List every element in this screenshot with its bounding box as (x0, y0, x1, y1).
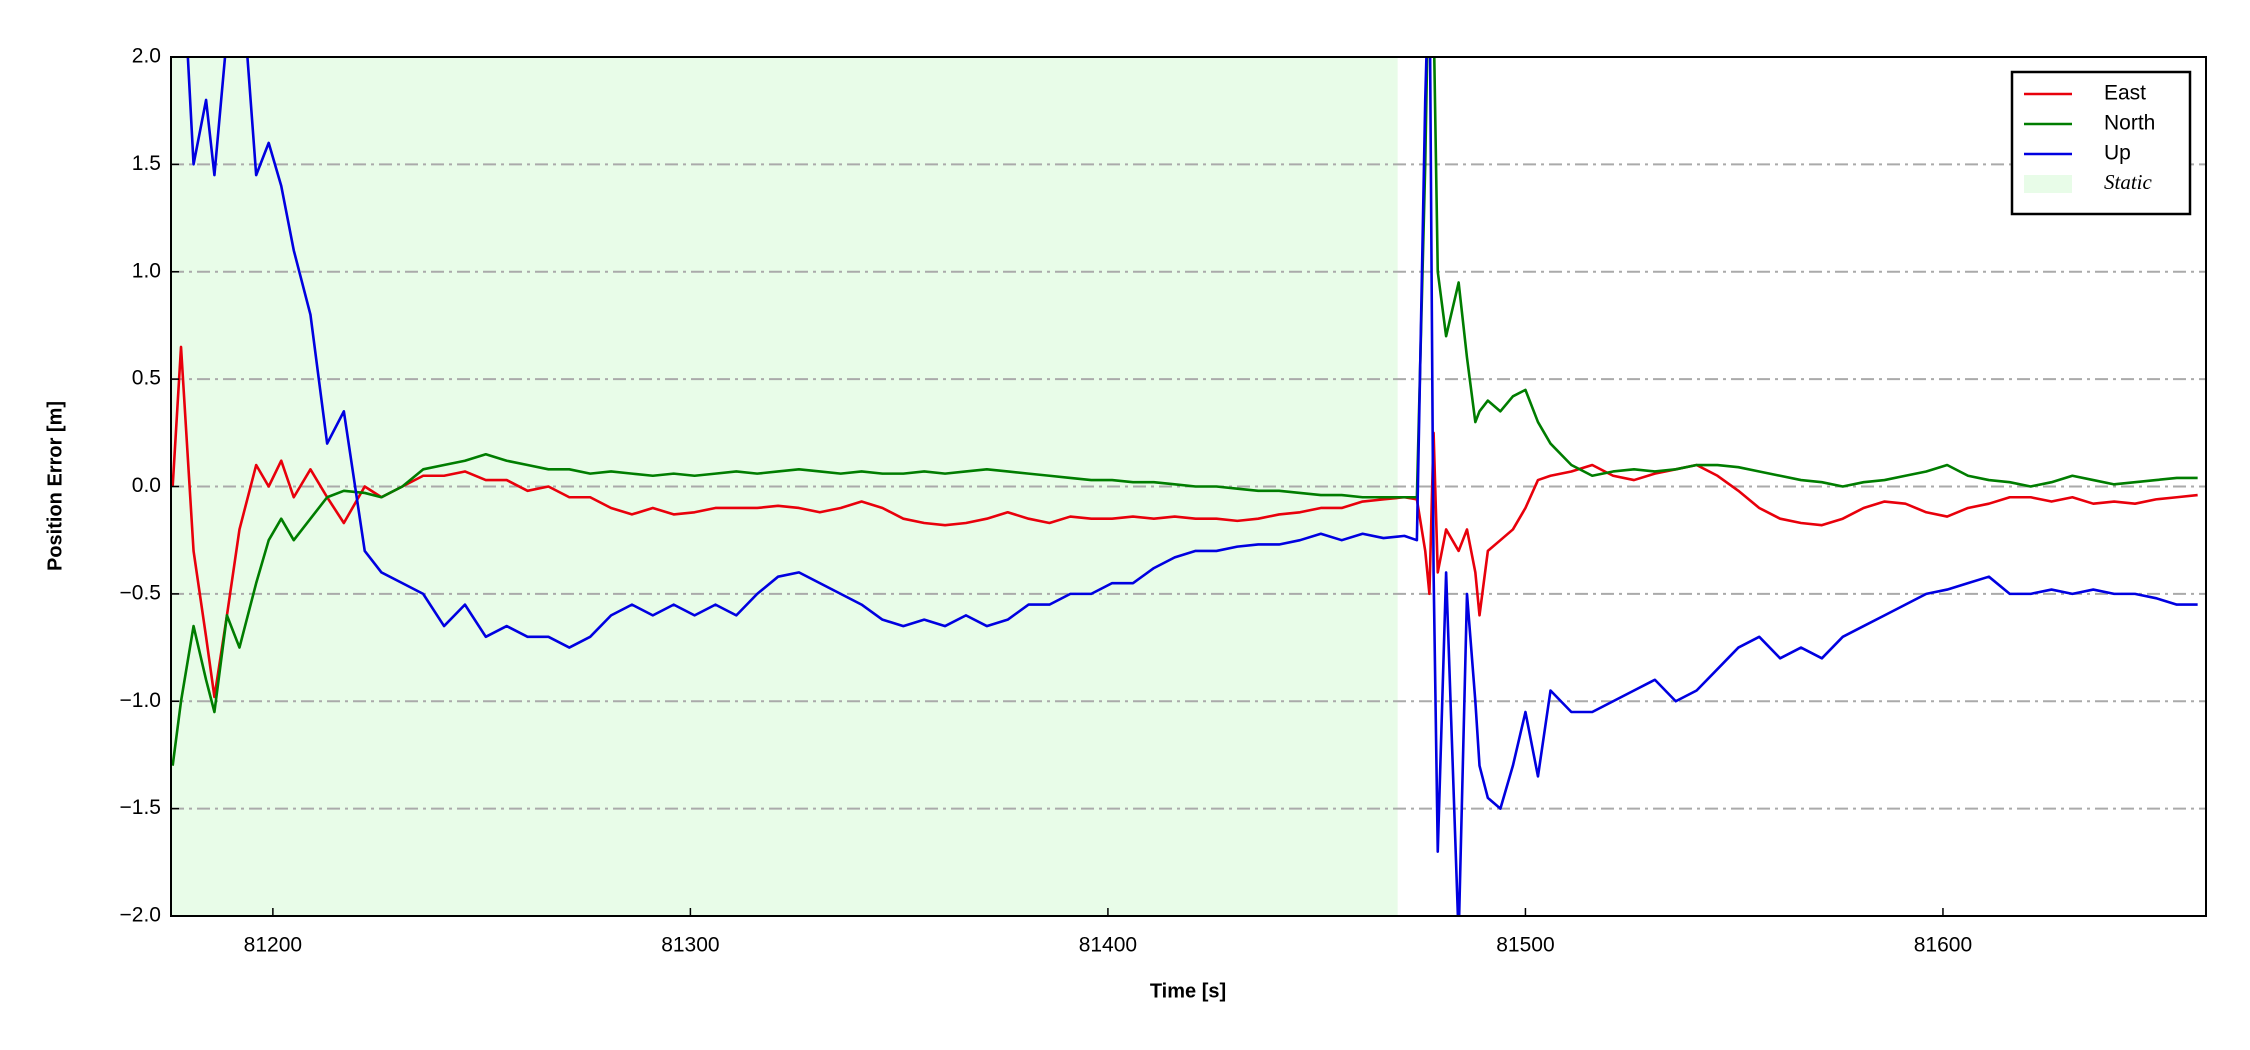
y-tick-label: −2.0 (120, 904, 161, 927)
y-tick-label: 1.5 (132, 152, 161, 175)
legend-label: North (2104, 112, 2155, 135)
legend-swatch (2024, 175, 2072, 193)
x-tick-label: 81300 (661, 934, 719, 957)
series-line (171, 57, 2198, 766)
y-tick-label: 2.0 (132, 45, 161, 68)
legend-label: East (2104, 82, 2146, 105)
series-line (171, 345, 2198, 699)
y-tick-label: 0.0 (132, 474, 161, 497)
x-tick-label: 81500 (1496, 934, 1554, 957)
y-tick-label: −1.5 (120, 796, 161, 819)
x-tick-label: 81400 (1079, 934, 1137, 957)
line-layer (171, 57, 2198, 916)
y-tick-label: 1.0 (132, 259, 161, 282)
legend-label: Static (2104, 170, 2153, 194)
x-tick-label: 81600 (1914, 934, 1972, 957)
x-axis-label: Time [s] (1150, 980, 1226, 1002)
y-tick-label: −1.0 (120, 689, 161, 712)
series-line (172, 57, 2198, 916)
y-tick-label: 0.5 (132, 367, 161, 390)
x-tick-label: 81200 (244, 934, 302, 957)
y-axis-label: Position Error [m] (44, 401, 66, 571)
legend-label: Up (2104, 142, 2131, 165)
y-tick-label: −0.5 (120, 581, 161, 604)
